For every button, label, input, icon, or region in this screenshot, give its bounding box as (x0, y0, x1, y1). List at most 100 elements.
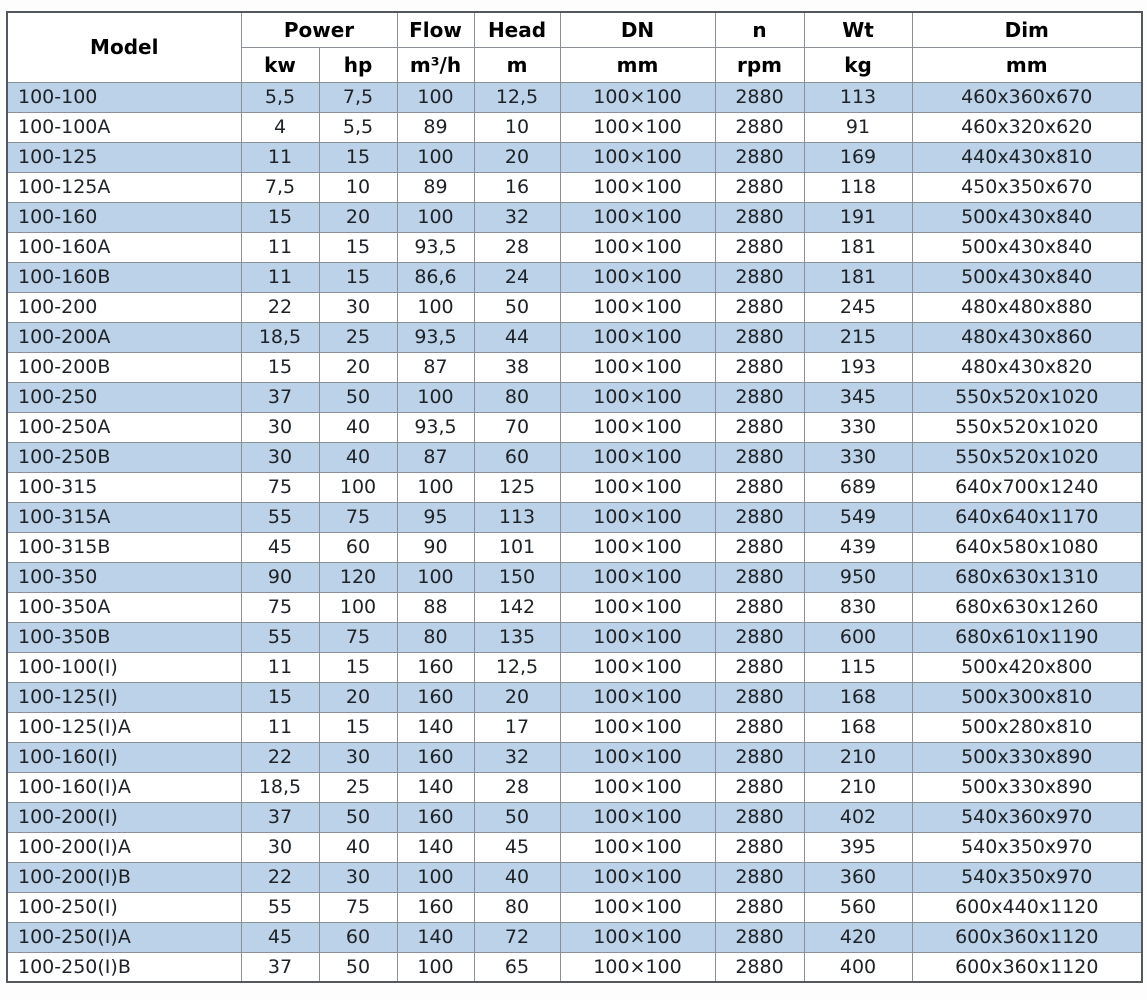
cell-head: 60 (473, 441, 561, 473)
table-row: 100-125 11 15 100 20 100×100 2880 169 440x430x81… (6, 141, 1143, 173)
table-row: 100-315 75 100 100 125 100×100 2880 689 640x700x… (6, 471, 1143, 503)
cell-head: 12,5 (473, 81, 561, 113)
cell-dn: 100×100 (559, 171, 716, 203)
cell-wt: 360 (803, 861, 913, 893)
cell-model: 100-350B (6, 621, 242, 653)
table-row: 100-100 5,5 7,5 100 12,5 100×100 2880 113 460x36… (6, 81, 1143, 113)
cell-model: 100-200(I)B (6, 861, 242, 893)
pump-spec-table: Model Power Flow Head DN n Wt Dim kw hp … (6, 11, 1143, 983)
table-row: 100-160(I)A 18,5 25 140 28 100×100 2880 210 500x… (6, 771, 1143, 803)
cell-dn: 100×100 (559, 831, 716, 863)
cell-model: 100-250A (6, 411, 242, 443)
cell-model: 100-160A (6, 231, 242, 263)
cell-dn: 100×100 (559, 381, 716, 413)
cell-model: 100-100A (6, 111, 242, 143)
table-row: 100-250 37 50 100 80 100×100 2880 345 550x520x10… (6, 381, 1143, 413)
cell-wt: 560 (803, 891, 913, 923)
cell-dim: 680x610x1190 (911, 621, 1143, 653)
cell-dim: 500x430x840 (911, 201, 1143, 233)
cell-dim: 450x350x670 (911, 171, 1143, 203)
cell-hp: 50 (318, 381, 398, 413)
cell-flow: 93,5 (396, 321, 475, 353)
cell-hp: 20 (318, 201, 398, 233)
header-row-units: kw hp m³/h m mm rpm kg mm (7, 46, 1143, 83)
cell-head: 32 (473, 201, 561, 233)
cell-rpm: 2880 (714, 81, 805, 113)
cell-dn: 100×100 (559, 921, 716, 953)
header-model: Model (6, 11, 242, 83)
table-row: 100-200B 15 20 87 38 100×100 2880 193 480x430x82… (6, 351, 1143, 383)
cell-dn: 100×100 (559, 891, 716, 923)
cell-head: 16 (473, 171, 561, 203)
cell-kw: 11 (240, 141, 320, 173)
cell-head: 113 (473, 501, 561, 533)
cell-model: 100-100(I) (6, 651, 242, 683)
cell-flow: 86,6 (396, 261, 475, 293)
cell-dn: 100×100 (559, 351, 716, 383)
table-row: 100-250A 30 40 93,5 70 100×100 2880 330 550x520x… (6, 411, 1143, 443)
cell-dim: 550x520x1020 (911, 381, 1143, 413)
cell-wt: 439 (803, 531, 913, 563)
cell-head: 28 (473, 771, 561, 803)
table-body: 100-100 5,5 7,5 100 12,5 100×100 2880 113 460x36… (6, 81, 1143, 983)
cell-flow: 88 (396, 591, 475, 623)
cell-dim: 600x440x1120 (911, 891, 1143, 923)
cell-model: 100-160B (6, 261, 242, 293)
cell-wt: 689 (803, 471, 913, 503)
cell-wt: 191 (803, 201, 913, 233)
cell-kw: 5,5 (240, 81, 320, 113)
cell-rpm: 2880 (714, 591, 805, 623)
cell-model: 100-200A (6, 321, 242, 353)
cell-rpm: 2880 (714, 321, 805, 353)
cell-flow: 140 (396, 921, 475, 953)
cell-dim: 550x520x1020 (911, 441, 1143, 473)
cell-kw: 18,5 (240, 771, 320, 803)
cell-model: 100-350A (6, 591, 242, 623)
cell-model: 100-315 (6, 471, 242, 503)
cell-kw: 37 (240, 381, 320, 413)
cell-wt: 193 (803, 351, 913, 383)
cell-kw: 11 (240, 651, 320, 683)
cell-dim: 460x360x670 (911, 81, 1143, 113)
cell-hp: 60 (318, 921, 398, 953)
cell-wt: 181 (803, 261, 913, 293)
header-dn: DN (559, 11, 716, 48)
cell-dim: 680x630x1310 (911, 561, 1143, 593)
cell-head: 50 (473, 801, 561, 833)
cell-flow: 100 (396, 861, 475, 893)
cell-wt: 345 (803, 381, 913, 413)
table-row: 100-315B 45 60 90 101 100×100 2880 439 640x580x1… (6, 531, 1143, 563)
cell-dn: 100×100 (559, 501, 716, 533)
cell-dim: 500x330x890 (911, 741, 1143, 773)
cell-wt: 330 (803, 441, 913, 473)
unit-dim: mm (911, 46, 1143, 83)
cell-model: 100-160(I)A (6, 771, 242, 803)
cell-wt: 330 (803, 411, 913, 443)
cell-wt: 215 (803, 321, 913, 353)
cell-dn: 100×100 (559, 651, 716, 683)
cell-hp: 50 (318, 951, 398, 983)
unit-dn: mm (559, 46, 716, 83)
cell-rpm: 2880 (714, 231, 805, 263)
cell-rpm: 2880 (714, 561, 805, 593)
cell-model: 100-250(I)B (6, 951, 242, 983)
cell-wt: 91 (803, 111, 913, 143)
cell-hp: 30 (318, 741, 398, 773)
cell-hp: 30 (318, 291, 398, 323)
cell-dim: 500x430x840 (911, 231, 1143, 263)
cell-rpm: 2880 (714, 141, 805, 173)
cell-head: 44 (473, 321, 561, 353)
cell-rpm: 2880 (714, 621, 805, 653)
cell-head: 10 (473, 111, 561, 143)
cell-wt: 169 (803, 141, 913, 173)
cell-rpm: 2880 (714, 711, 805, 743)
cell-flow: 160 (396, 651, 475, 683)
cell-wt: 168 (803, 681, 913, 713)
header-head: Head (473, 11, 561, 48)
cell-dim: 440x430x810 (911, 141, 1143, 173)
cell-model: 100-200B (6, 351, 242, 383)
cell-rpm: 2880 (714, 381, 805, 413)
cell-dn: 100×100 (559, 531, 716, 563)
table-row: 100-160 15 20 100 32 100×100 2880 191 500x430x84… (6, 201, 1143, 233)
table-row: 100-200(I) 37 50 160 50 100×100 2880 402 540x360… (6, 801, 1143, 833)
